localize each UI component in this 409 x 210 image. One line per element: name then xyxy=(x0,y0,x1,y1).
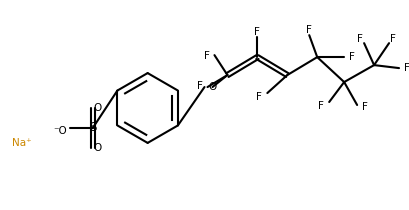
Text: O: O xyxy=(208,82,216,92)
Text: O: O xyxy=(93,143,102,153)
Text: F: F xyxy=(256,92,262,102)
Text: F: F xyxy=(306,25,311,35)
Text: ⁻O: ⁻O xyxy=(53,126,67,136)
Text: F: F xyxy=(196,81,202,91)
Text: Na⁺: Na⁺ xyxy=(12,138,31,148)
Text: F: F xyxy=(389,34,395,44)
Text: F: F xyxy=(356,34,362,44)
Text: F: F xyxy=(361,102,367,112)
Text: F: F xyxy=(254,27,260,37)
Text: F: F xyxy=(203,51,209,61)
Text: O: O xyxy=(93,103,102,113)
Text: F: F xyxy=(348,52,354,62)
Text: F: F xyxy=(317,101,324,111)
Text: S: S xyxy=(89,121,96,134)
Text: F: F xyxy=(403,63,409,73)
